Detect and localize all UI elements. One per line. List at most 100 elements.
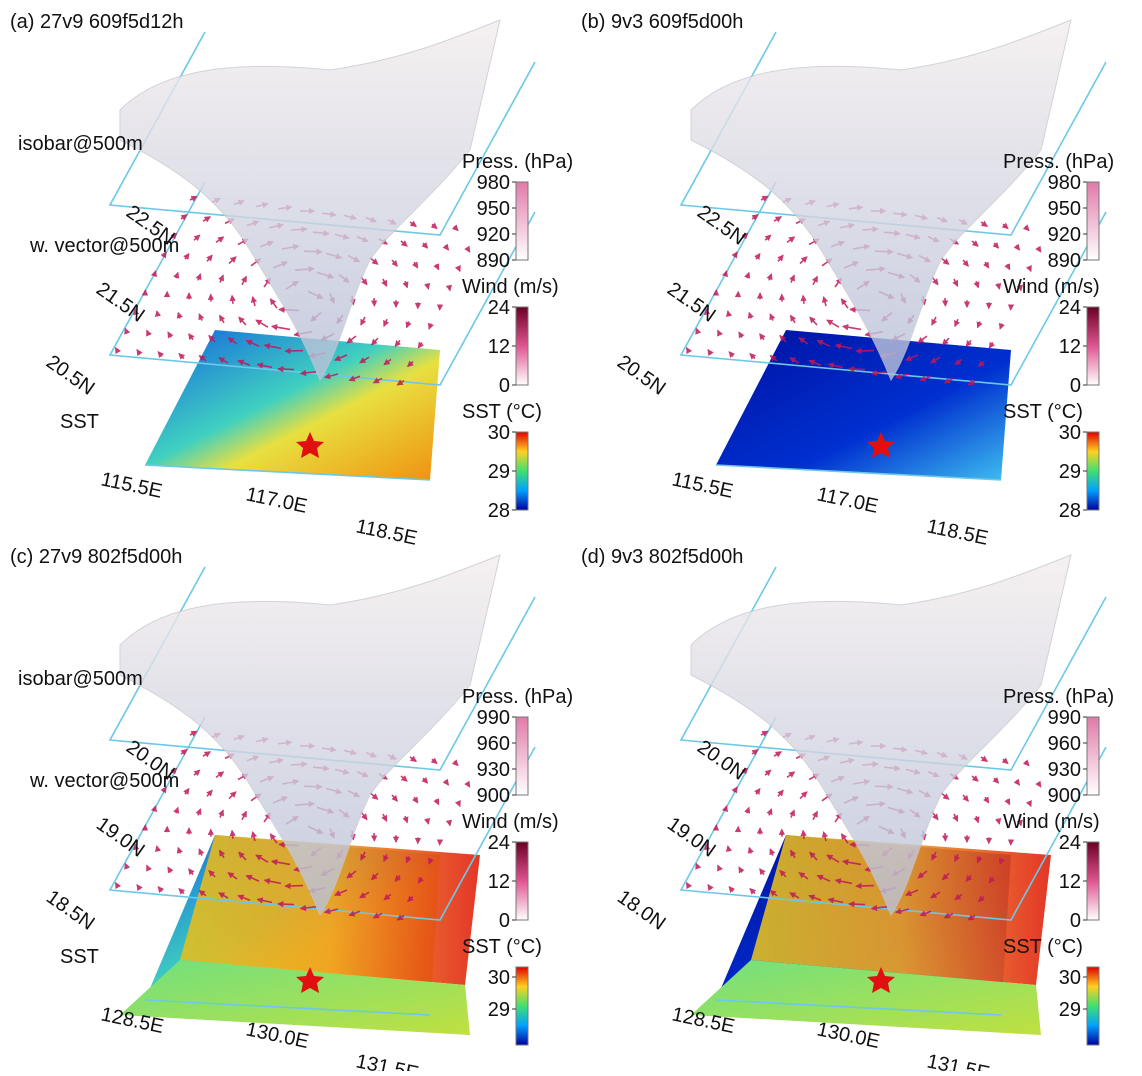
wind-arrow (285, 351, 303, 352)
colorbar-tick-label: 900 (477, 785, 510, 807)
wind-arrow (423, 243, 427, 248)
colorbar-tick-label: 12 (1059, 871, 1081, 893)
colorbar-tick-label: 990 (1048, 707, 1081, 729)
wind-arrow (963, 795, 968, 801)
wind-arrow (803, 831, 804, 839)
colorbar-title: SST (°C) (1003, 401, 1083, 423)
wind-arrow (841, 299, 848, 308)
colorbar-tick-label: 0 (1070, 910, 1081, 932)
wind-arrow (856, 351, 874, 352)
wind-arrow (1029, 267, 1031, 272)
isobar-surface (691, 20, 1071, 380)
wind-arrow (347, 336, 356, 343)
wind-arrow (791, 316, 795, 323)
latitude-label: 20.5N (42, 351, 98, 400)
longitude-label: 118.5E (354, 515, 419, 549)
wind-arrow (189, 869, 193, 875)
colorbar (1087, 967, 1099, 1045)
wind-arrow (739, 332, 742, 337)
wind-arrow (285, 886, 303, 887)
longitude-label: 131.5E (925, 1050, 992, 1071)
wind-arrow (137, 350, 140, 354)
latitude-label: 18.0N (613, 886, 669, 935)
wind-arrow (972, 776, 978, 781)
wind-arrow (976, 816, 978, 822)
wind-arrow (1003, 759, 1008, 763)
wind-arrow (410, 222, 416, 226)
wind-arrow (729, 887, 733, 892)
wind-arrow (407, 321, 409, 327)
wind-arrow (116, 883, 118, 887)
longitude-label: 117.0E (244, 483, 309, 517)
colorbar-tick-label: 24 (1059, 297, 1081, 319)
wind-arrow (1025, 761, 1029, 765)
latitude-label: 18.5N (42, 886, 98, 935)
wind-arrow (220, 275, 223, 282)
wind-arrow (1016, 780, 1019, 785)
wind-arrow (849, 369, 865, 370)
wind-arrow (432, 224, 437, 228)
wind-arrow (445, 245, 448, 250)
wind-arrow (1038, 783, 1041, 787)
wind-arrow (372, 338, 378, 344)
wind-arrow (791, 810, 794, 817)
wind-arrow (1007, 799, 1010, 804)
wind-arrow (278, 904, 294, 905)
colorbar-tick-label: 30 (488, 422, 510, 444)
layer-label: isobar@500m (18, 133, 143, 155)
colorbar-title: Press. (hPa) (462, 151, 573, 173)
colorbar-tick-label: 24 (1059, 832, 1081, 854)
wind-arrow (1038, 248, 1041, 252)
wind-arrow (401, 241, 407, 246)
wind-arrow (253, 297, 255, 306)
wind-arrow (427, 818, 428, 823)
wind-arrow (232, 296, 233, 304)
colorbar-tick-label: 24 (488, 832, 510, 854)
wind-arrow (1000, 324, 1002, 329)
wind-arrow (449, 286, 450, 291)
sst-surface (145, 330, 440, 480)
colorbar (1087, 307, 1099, 385)
wind-arrow (154, 271, 156, 276)
wind-arrow (998, 283, 999, 288)
wind-arrow (765, 235, 771, 240)
wind-arrow (955, 319, 958, 326)
latitude-label: 19.0N (92, 813, 148, 862)
colorbar-tick-label: 920 (477, 224, 510, 246)
wind-arrow (824, 297, 826, 306)
wind-arrow (179, 354, 184, 359)
wind-arrow (954, 814, 958, 821)
colorbar-tick-label: 900 (1048, 785, 1081, 807)
wind-arrow (454, 761, 458, 765)
wind-arrow (176, 273, 178, 279)
wind-arrow (750, 354, 755, 359)
wind-arrow (856, 886, 874, 887)
wind-arrow (791, 275, 794, 282)
wind-arrow (194, 770, 200, 775)
colorbar-tick-label: 30 (1059, 967, 1081, 989)
wind-arrow (918, 336, 927, 343)
wind-arrow (176, 808, 178, 814)
colorbar (516, 717, 528, 795)
longitude-label: 117.0E (815, 483, 880, 517)
wind-arrow (147, 866, 149, 871)
wind-arrow (787, 772, 794, 777)
wind-arrow (207, 790, 212, 796)
wind-arrow (278, 369, 294, 370)
colorbar-tick-label: 950 (477, 198, 510, 220)
colorbar (516, 967, 528, 1045)
wind-arrow (998, 818, 999, 823)
wind-arrow (220, 316, 224, 323)
wind-arrow (756, 254, 760, 259)
wind-arrow (168, 332, 171, 337)
wind-arrow (747, 273, 749, 279)
wind-arrow (125, 864, 127, 868)
colorbar-tick-label: 890 (1048, 250, 1081, 272)
wind-arrow (770, 314, 773, 320)
wind-arrow (185, 789, 189, 794)
colorbar-tick-label: 920 (1048, 224, 1081, 246)
wind-arrow (198, 809, 200, 815)
wind-arrow (813, 277, 817, 285)
colorbar-tick-label: 930 (477, 759, 510, 781)
wind-arrow (985, 262, 989, 268)
